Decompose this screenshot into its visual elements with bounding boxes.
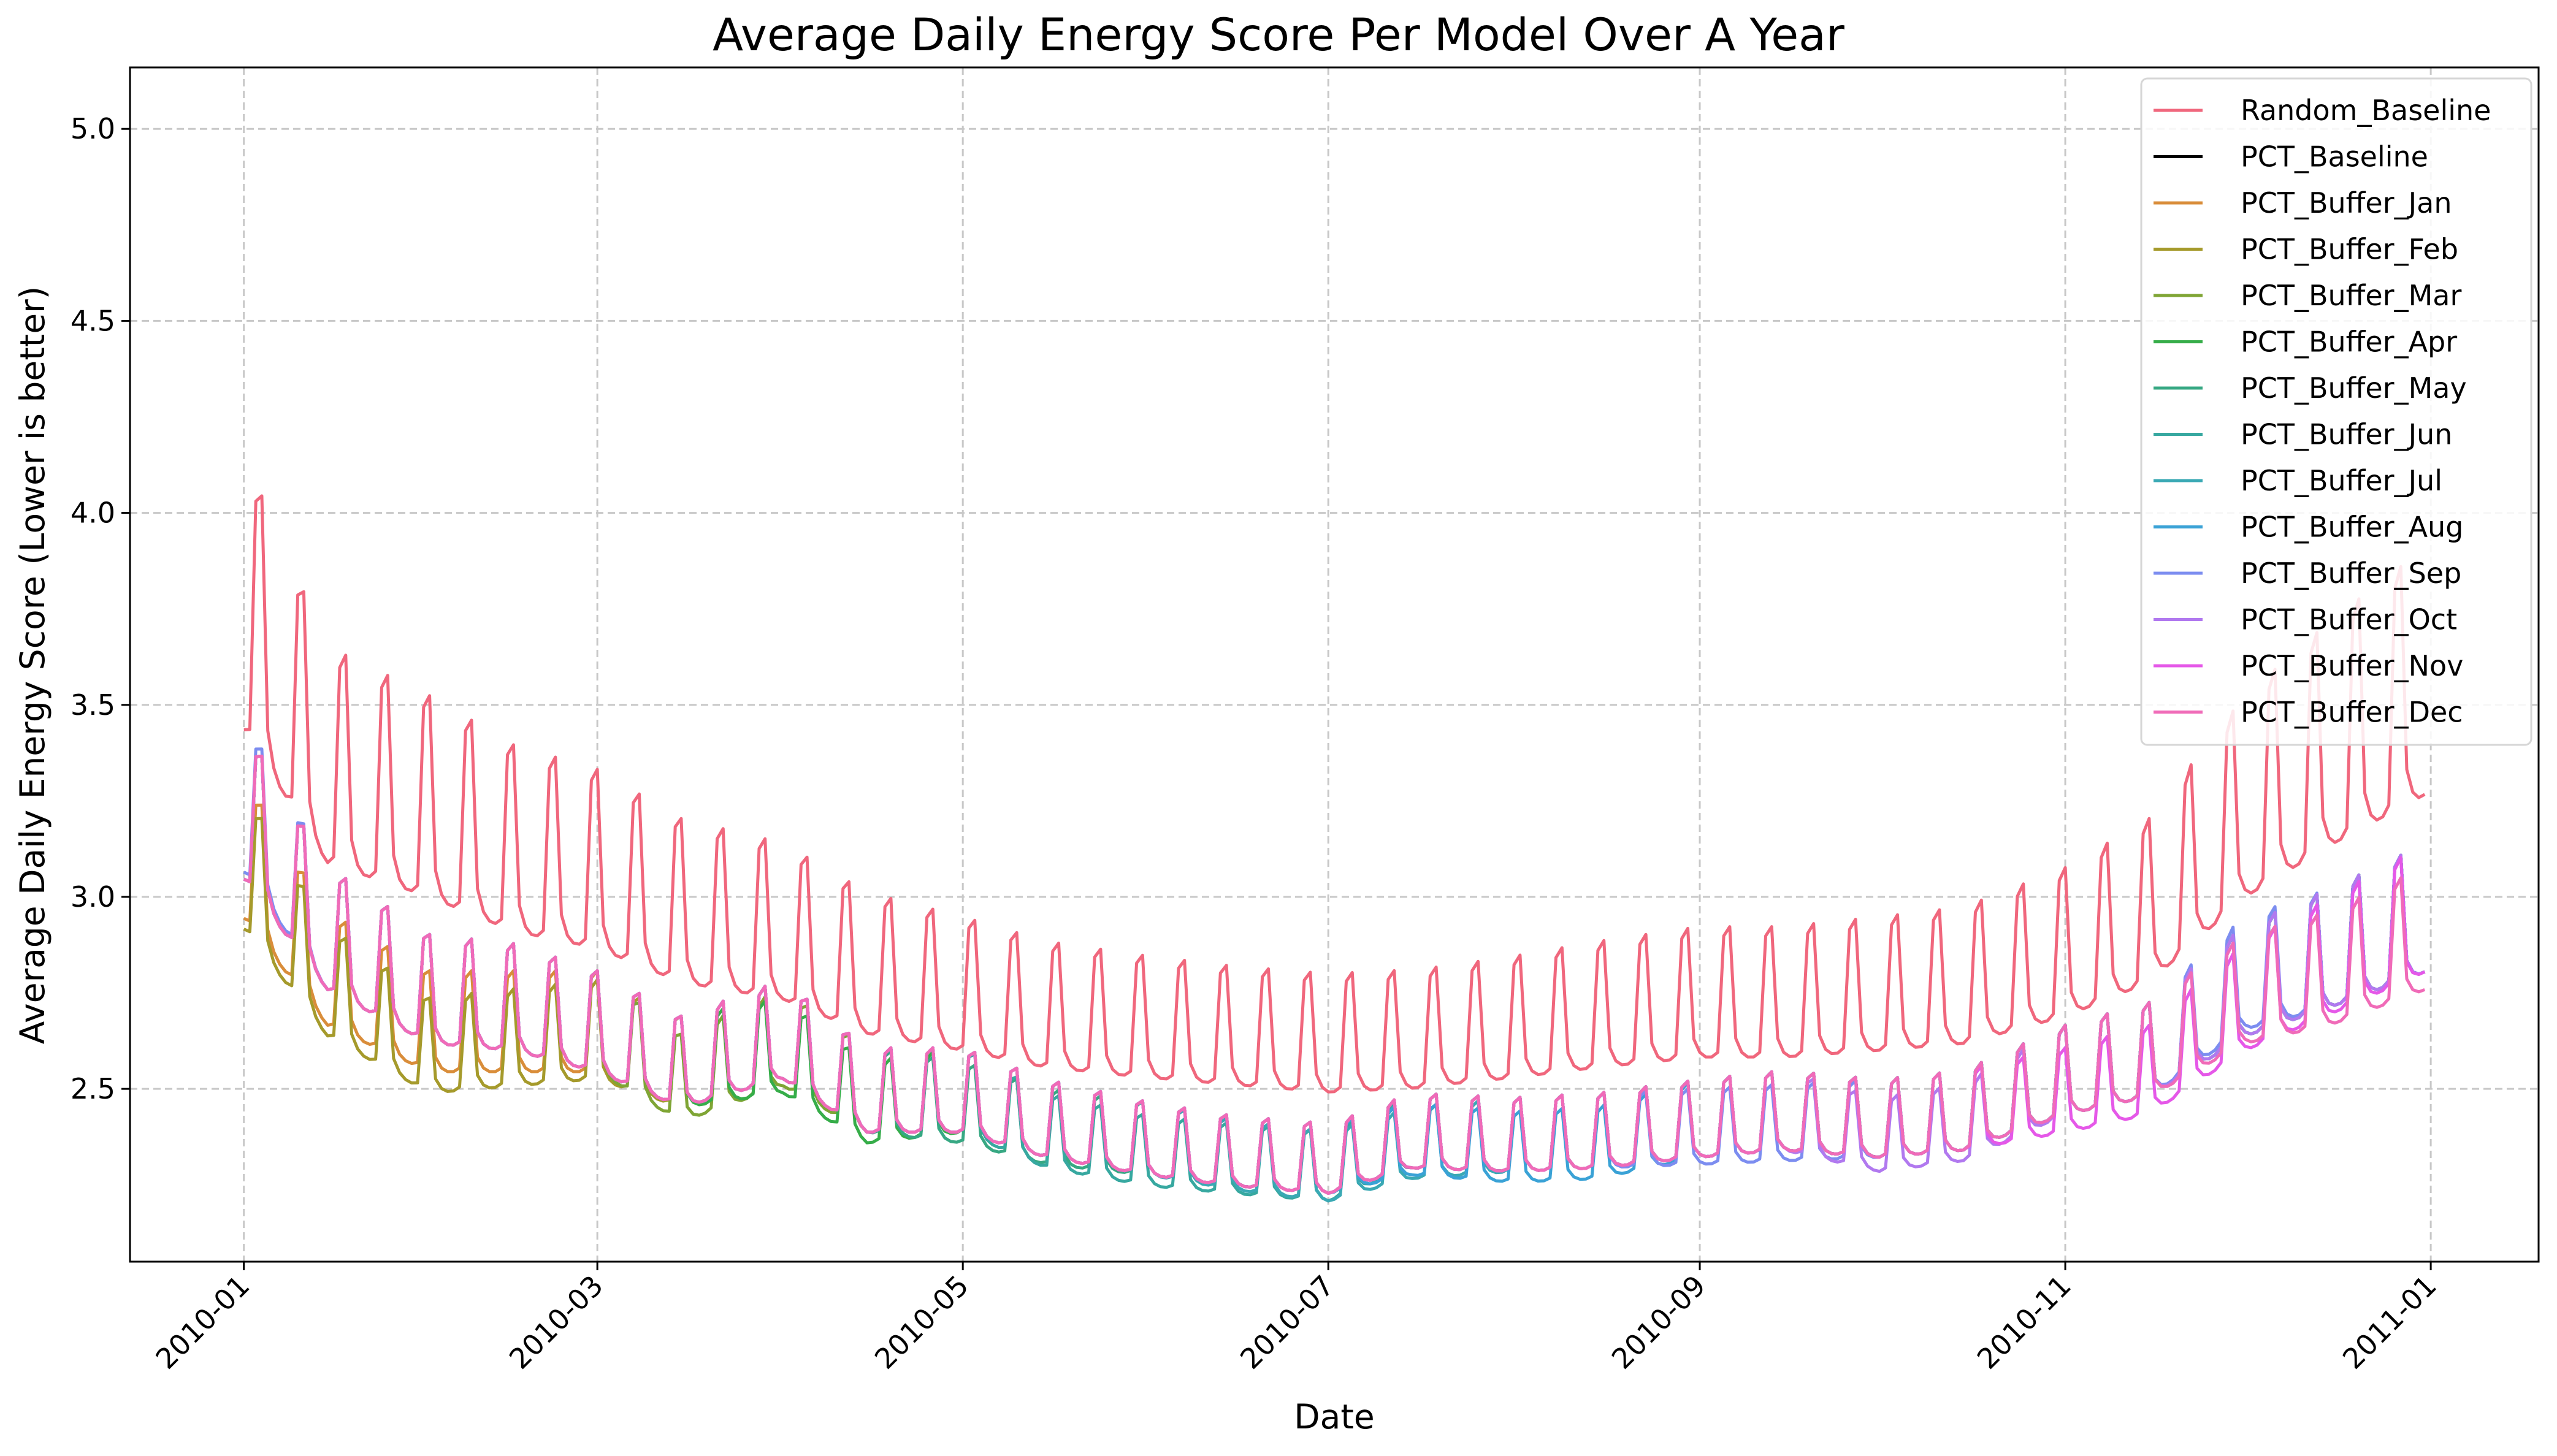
legend-label: Random_Baseline: [2241, 94, 2491, 127]
legend-label: PCT_Buffer_Oct: [2241, 603, 2457, 636]
legend-label: PCT_Buffer_Feb: [2241, 233, 2458, 266]
y-tick-label: 4.5: [71, 304, 115, 337]
x-axis-label: Date: [1294, 1397, 1374, 1436]
y-tick-label: 2.5: [71, 1072, 115, 1105]
series-line-random-baseline: [243, 494, 2426, 1094]
series-line-pct-buffer-dec: [243, 754, 2426, 1195]
y-axis: 2.5 3.0 3.5 4.0 4.5 5.0: [71, 112, 130, 1105]
y-tick-label: 5.0: [71, 112, 115, 145]
y-axis-label: Average Daily Energy Score (Lower is bet…: [13, 286, 52, 1044]
legend-label: PCT_Buffer_Jul: [2241, 464, 2442, 497]
series-lines: [243, 494, 2426, 1203]
plot-frame: [129, 66, 2540, 1263]
legend-label: PCT_Buffer_Apr: [2241, 326, 2457, 359]
legend-label: PCT_Buffer_Sep: [2241, 557, 2461, 590]
chart-title: Average Daily Energy Score Per Model Ove…: [713, 9, 1845, 61]
legend-label: PCT_Baseline: [2241, 140, 2428, 173]
legend-label: PCT_Buffer_Mar: [2241, 279, 2461, 312]
y-tick-label: 4.0: [71, 497, 115, 530]
legend-label: PCT_Buffer_Dec: [2241, 696, 2463, 729]
grid: [130, 67, 2539, 1262]
y-tick-label: 3.5: [71, 688, 115, 722]
legend: Random_Baseline PCT_Baseline PCT_Buffer_Ja…: [2140, 77, 2532, 746]
legend-label: PCT_Buffer_Jun: [2241, 418, 2452, 451]
legend-label: PCT_Buffer_Aug: [2241, 511, 2463, 544]
legend-label: PCT_Buffer_May: [2241, 372, 2467, 405]
legend-label: PCT_Buffer_Jan: [2241, 186, 2452, 219]
legend-label: PCT_Buffer_Nov: [2241, 649, 2463, 682]
legend-frame: [2140, 77, 2532, 746]
y-tick-label: 3.0: [71, 880, 115, 913]
